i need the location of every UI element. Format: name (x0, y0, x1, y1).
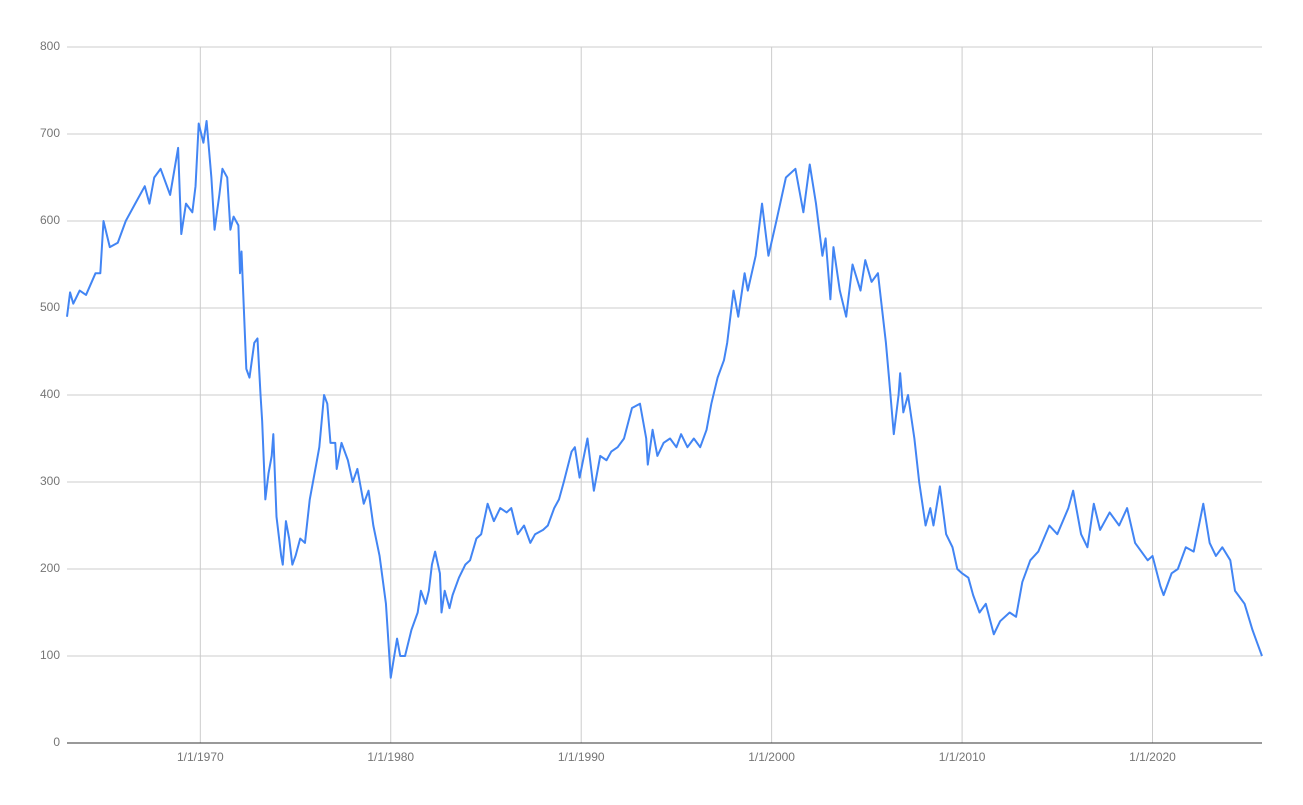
y-tick-label: 100 (40, 648, 60, 662)
line-series (66, 119, 1263, 679)
y-tick-label: 500 (40, 300, 60, 314)
x-tick-label: 1/1/2000 (748, 750, 795, 764)
y-tick-label: 600 (40, 213, 60, 227)
y-tick-label: 200 (40, 561, 60, 575)
x-tick-label: 1/1/1970 (177, 750, 224, 764)
y-tick-label: 300 (40, 474, 60, 488)
y-tick-label: 0 (53, 735, 60, 749)
y-tick-label: 400 (40, 387, 60, 401)
x-tick-label: 1/1/2010 (939, 750, 986, 764)
x-tick-label: 1/1/2020 (1129, 750, 1176, 764)
y-tick-label: 800 (40, 39, 60, 53)
x-tick-label: 1/1/1980 (367, 750, 414, 764)
y-tick-label: 700 (40, 126, 60, 140)
x-tick-label: 1/1/1990 (558, 750, 605, 764)
